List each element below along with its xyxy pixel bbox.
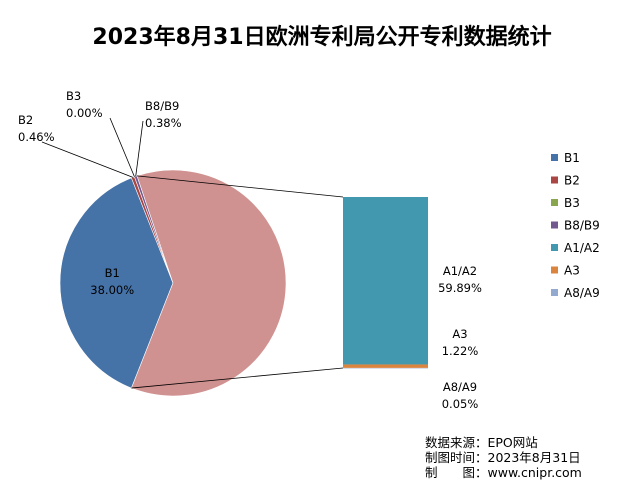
connector-line-bottom xyxy=(131,367,344,389)
stack-bar xyxy=(343,197,428,369)
legend-label-a8-a9: A8/A9 xyxy=(564,286,600,300)
data-label-b8-b9-name: B8/B9 xyxy=(145,99,179,113)
chart-title: 2023年8月31日欧洲专利局公开专利数据统计 xyxy=(92,24,551,50)
data-label-b2-name: B2 xyxy=(18,113,33,127)
legend-swatch-b3 xyxy=(551,199,558,206)
data-label-a3-name: A3 xyxy=(452,327,467,341)
legend-label-b8-b9: B8/B9 xyxy=(564,219,600,233)
legend-label-b1: B1 xyxy=(564,151,580,165)
data-label-a1-a2-value: 59.89% xyxy=(438,281,482,295)
legend-label-a1-a2: A1/A2 xyxy=(564,241,600,255)
source-text: 数据来源：EPO网站 xyxy=(425,435,538,450)
legend-swatch-b1 xyxy=(551,154,558,161)
legend: B1 B2 B3 B8/B9 A1/A2 A3 A8/A9 xyxy=(551,151,600,300)
data-label-a1-a2-name: A1/A2 xyxy=(443,264,477,278)
pie-slice-other xyxy=(131,169,287,397)
bar-segment-a8-a9 xyxy=(343,367,428,369)
legend-swatch-a1-a2 xyxy=(551,244,558,251)
legend-swatch-a3 xyxy=(551,266,558,274)
leader-line-b8-b9 xyxy=(135,120,144,177)
leader-line-b2 xyxy=(41,141,134,178)
data-label-b3-value: 0.00% xyxy=(66,106,103,120)
data-label-b2-value: 0.46% xyxy=(18,130,55,144)
maker-text: 制 图：www.cnipr.com xyxy=(425,465,582,480)
data-label-a8-a9-value: 0.05% xyxy=(442,397,479,411)
leader-line-b3 xyxy=(109,117,135,177)
legend-swatch-b8-b9 xyxy=(551,221,558,229)
connector-line-top xyxy=(136,175,344,198)
data-label-b1-value: 38.00% xyxy=(90,283,134,297)
bar-segment-a1-a2 xyxy=(343,197,428,365)
legend-label-a3: A3 xyxy=(564,264,580,278)
legend-label-b3: B3 xyxy=(564,196,580,210)
pie-group xyxy=(59,169,287,397)
legend-label-b2: B2 xyxy=(564,174,580,188)
pie-slice-b1 xyxy=(59,177,174,389)
date-text: 制图时间：2023年8月31日 xyxy=(425,450,581,465)
data-label-a8-a9-name: A8/A9 xyxy=(443,380,477,394)
legend-swatch-b2 xyxy=(551,176,558,184)
bar-segment-a3 xyxy=(343,364,428,368)
connectors xyxy=(131,175,344,389)
data-label-b3-name: B3 xyxy=(66,89,81,103)
data-label-b8-b9-value: 0.38% xyxy=(145,116,182,130)
data-label-b1-name: B1 xyxy=(105,266,120,280)
data-labels: B1 38.00% B2 0.46% B3 0.00% B8/B9 0.38% A1/A2 59.… xyxy=(18,89,482,411)
data-label-a3-value: 1.22% xyxy=(442,344,479,358)
legend-swatch-a8-a9 xyxy=(551,289,558,296)
